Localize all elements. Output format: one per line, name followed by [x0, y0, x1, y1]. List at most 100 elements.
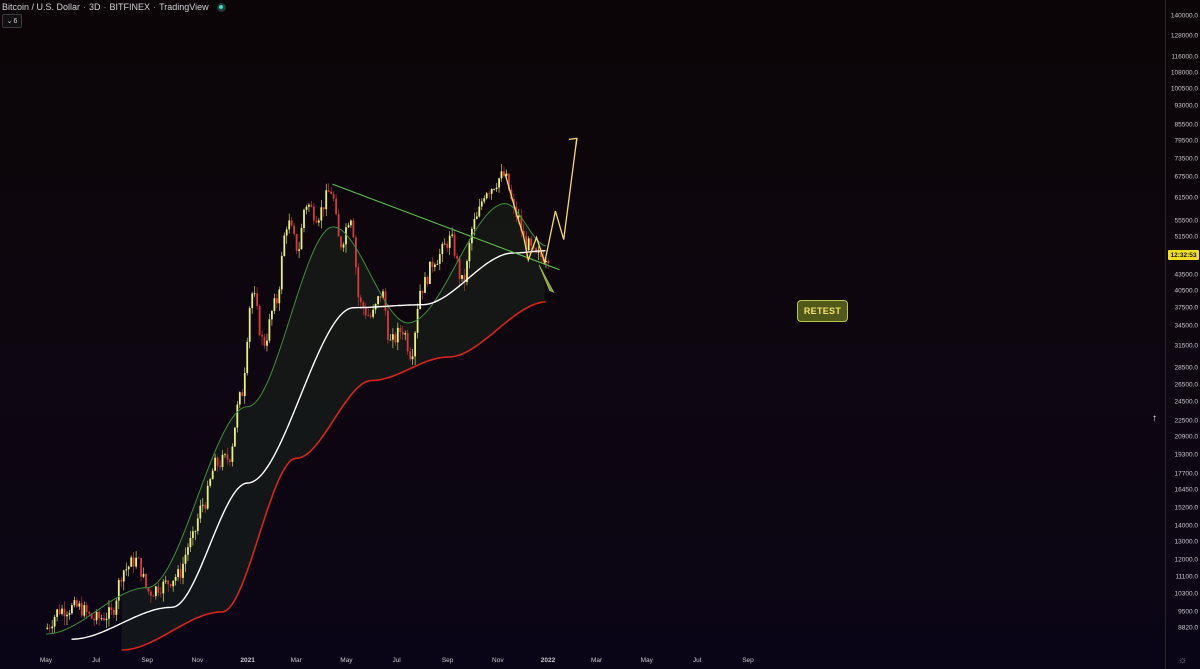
candle-body[interactable] [357, 267, 360, 298]
candle-body[interactable] [320, 207, 323, 221]
candle-body[interactable] [498, 178, 500, 188]
candle-body[interactable] [192, 531, 194, 538]
price-axis[interactable]: 140000.0 128000.0 116000.0 108000.0 100500.0… [1165, 0, 1200, 669]
candle-body[interactable] [508, 173, 510, 190]
candle-body[interactable] [409, 351, 412, 360]
candle-body[interactable] [100, 618, 103, 619]
candle-body[interactable] [327, 190, 330, 192]
candle-body[interactable] [293, 225, 295, 234]
candle-body[interactable] [419, 290, 421, 309]
settings-gear-icon[interactable]: ☼ [1178, 655, 1188, 666]
candle-body[interactable] [461, 275, 463, 279]
candle-body[interactable] [162, 581, 165, 594]
candle-body[interactable] [276, 298, 278, 304]
candle-body[interactable] [122, 570, 125, 582]
moving-average-line[interactable] [71, 250, 546, 640]
candle-body[interactable] [263, 336, 266, 346]
candle-body[interactable] [253, 293, 256, 295]
candle-body[interactable] [505, 173, 508, 176]
candle-body[interactable] [495, 187, 498, 190]
candle-body[interactable] [206, 485, 209, 509]
candle-body[interactable] [446, 243, 449, 248]
candle-body[interactable] [345, 227, 347, 245]
candle-body[interactable] [248, 308, 251, 342]
candle-body[interactable] [110, 607, 113, 610]
candle-body[interactable] [488, 193, 491, 195]
candle-body[interactable] [517, 215, 520, 218]
candle-body[interactable] [135, 557, 137, 567]
candle-body[interactable] [411, 356, 414, 360]
candle-body[interactable] [256, 293, 258, 306]
candle-body[interactable] [140, 558, 142, 577]
candle-body[interactable] [382, 291, 384, 298]
candle-body[interactable] [167, 580, 170, 585]
candle-body[interactable] [83, 605, 86, 616]
candle-body[interactable] [182, 563, 184, 578]
candle-body[interactable] [273, 298, 276, 311]
candle-body[interactable] [522, 231, 525, 237]
candle-body[interactable] [416, 309, 419, 333]
candle-body[interactable] [199, 505, 202, 519]
candle-body[interactable] [53, 616, 56, 627]
candle-body[interactable] [95, 611, 98, 621]
candle-body[interactable] [436, 263, 439, 265]
candle-body[interactable] [310, 204, 313, 207]
candle-body[interactable] [547, 261, 550, 264]
candle-body[interactable] [525, 236, 528, 251]
candle-body[interactable] [401, 332, 404, 335]
candle-body[interactable] [434, 264, 436, 268]
candle-body[interactable] [396, 327, 399, 343]
candle-body[interactable] [108, 607, 110, 619]
candle-body[interactable] [51, 626, 54, 629]
candle-body[interactable] [179, 569, 182, 578]
candle-body[interactable] [288, 220, 291, 230]
candle-body[interactable] [187, 547, 189, 555]
candle-body[interactable] [219, 465, 221, 467]
candle-body[interactable] [453, 234, 456, 256]
market-status-icon[interactable] [216, 2, 226, 12]
candle-body[interactable] [137, 557, 140, 559]
candle-body[interactable] [503, 171, 505, 176]
candle-body[interactable] [113, 610, 115, 615]
price-chart[interactable] [0, 0, 1165, 656]
candle-body[interactable] [194, 531, 197, 532]
candle-body[interactable] [308, 204, 310, 207]
candle-body[interactable] [300, 227, 303, 250]
candle-body[interactable] [283, 235, 286, 257]
candle-body[interactable] [500, 171, 503, 179]
candle-body[interactable] [429, 261, 431, 284]
candle-body[interactable] [342, 244, 345, 248]
candle-body[interactable] [468, 243, 471, 262]
candle-body[interactable] [150, 591, 152, 596]
candle-body[interactable] [258, 306, 261, 335]
candle-body[interactable] [105, 618, 108, 621]
candle-body[interactable] [424, 277, 426, 293]
price-projection-path[interactable] [504, 138, 578, 265]
candle-body[interactable] [305, 206, 308, 210]
moving-average-line[interactable] [121, 301, 546, 651]
indicator-toggle-button[interactable]: ⌄ 6 [2, 14, 22, 28]
candle-body[interactable] [387, 310, 389, 340]
candle-body[interactable] [540, 252, 542, 257]
candle-body[interactable] [535, 248, 537, 253]
candle-body[interactable] [78, 603, 81, 607]
candle-body[interactable] [261, 334, 263, 337]
candle-body[interactable] [350, 220, 352, 226]
candle-body[interactable] [172, 580, 175, 587]
candle-body[interactable] [268, 319, 271, 341]
candle-body[interactable] [379, 296, 382, 298]
candle-body[interactable] [278, 289, 281, 304]
candle-body[interactable] [236, 404, 239, 428]
interval-label[interactable]: 3D [89, 2, 101, 12]
candle-body[interactable] [159, 592, 162, 594]
candle-body[interactable] [71, 605, 73, 614]
candle-body[interactable] [456, 255, 458, 259]
candle-body[interactable] [359, 297, 362, 303]
candle-body[interactable] [238, 392, 241, 405]
candle-body[interactable] [473, 219, 476, 229]
candle-body[interactable] [120, 580, 123, 582]
candle-body[interactable] [98, 611, 100, 619]
candle-body[interactable] [285, 229, 288, 236]
candle-body[interactable] [394, 334, 397, 343]
candle-body[interactable] [367, 315, 370, 316]
